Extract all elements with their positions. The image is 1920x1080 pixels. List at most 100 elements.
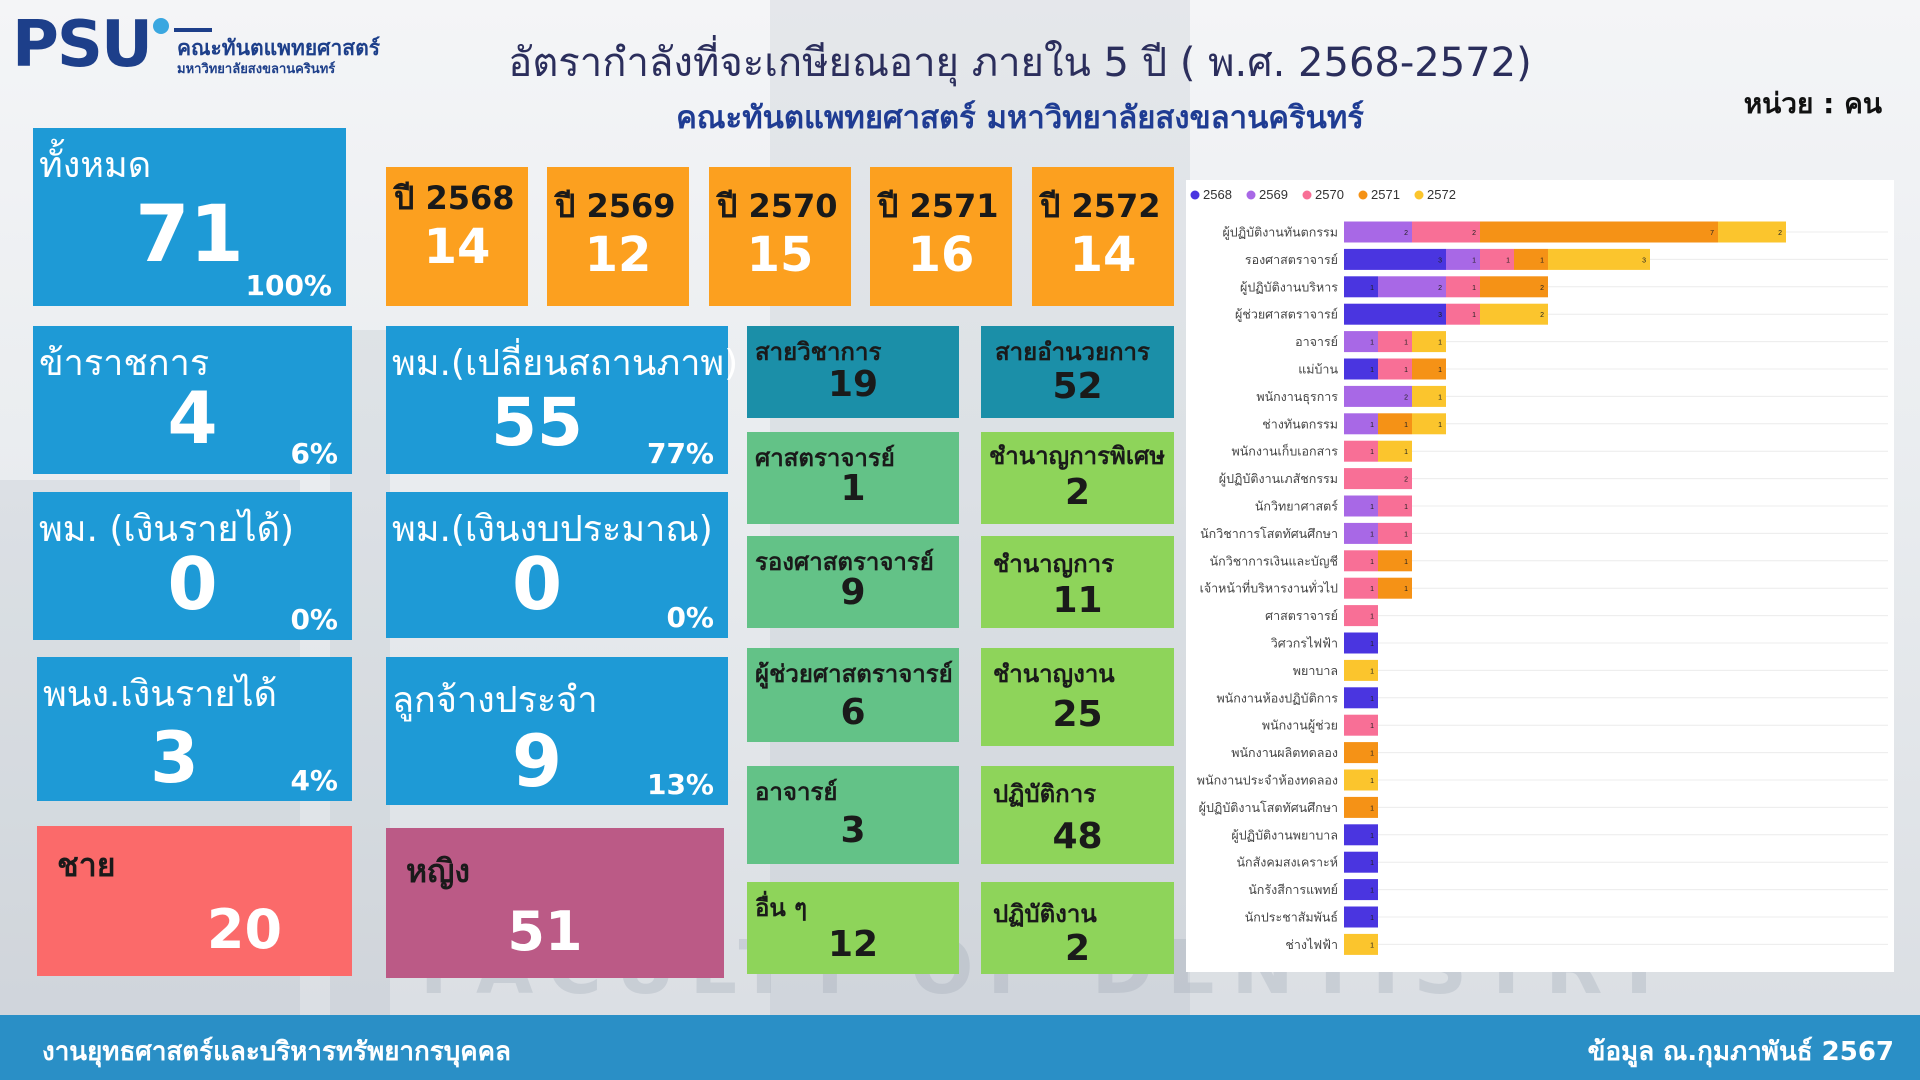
bar-segment-2568 (1344, 851, 1378, 873)
operational-label: ปฏิบัติงาน (993, 900, 1097, 928)
category-label: ช่างทันตกรรม (1262, 416, 1338, 431)
category-label: นักรังสีการแพทย์ (1248, 882, 1338, 897)
lecturer-value: 3 (840, 810, 866, 851)
senior-professional-label: ชำนาญการพิเศษ (989, 442, 1166, 470)
perm-employee-value: 9 (511, 719, 563, 803)
footer-department: งานยุทธศาสตร์และบริหารทรัพยากรบุคคล (42, 1037, 511, 1067)
year-2569-label: ปี 2569 (555, 187, 676, 225)
year-2571-card: ปี 2571 16 (870, 167, 1012, 306)
bar-segment-2570 (1344, 468, 1412, 490)
female-value: 51 (507, 900, 583, 963)
data-label: 7 (1710, 230, 1714, 237)
support-line-label: สายอำนวยการ (995, 338, 1150, 366)
category-label: นักวิทยาศาสตร์ (1255, 499, 1338, 514)
bar-segment-2568 (1344, 879, 1378, 901)
data-label: 2 (1404, 394, 1408, 401)
data-label: 1 (1438, 340, 1442, 347)
univ-budget-value: 0 (511, 542, 563, 626)
academic-line-label: สายวิชาการ (755, 338, 882, 366)
professor-label: ศาสตราจารย์ (755, 444, 895, 472)
year-2569-card: ปี 2569 12 (547, 167, 689, 306)
data-label: 1 (1438, 422, 1442, 429)
bar-segment-2571 (1344, 796, 1378, 818)
income-staff-value: 3 (150, 717, 199, 799)
year-2571-value: 16 (907, 227, 975, 283)
footer: งานยุทธศาสตร์และบริหารทรัพยากรบุคคล ข้อม… (0, 1015, 1920, 1080)
data-label: 1 (1404, 340, 1408, 347)
category-label: ผู้ปฏิบัติงานเภสัชกรรม (1219, 471, 1338, 487)
category-label: พนักงานผู้ช่วย (1262, 718, 1338, 734)
bar-segment-2568 (1344, 358, 1378, 380)
year-2571-label: ปี 2571 (878, 187, 999, 225)
univ-income-label: พม. (เงินรายได้) (39, 509, 295, 550)
operational-value: 2 (1064, 928, 1091, 969)
civil-servant-label: ข้าราชการ (39, 343, 210, 384)
category-label: ผู้ช่วยศาสตราจารย์ (1235, 307, 1338, 323)
data-label: 1 (1404, 586, 1408, 593)
year-2570-value: 15 (746, 227, 814, 283)
data-label: 1 (1438, 367, 1442, 374)
legend-label-2571: 2571 (1371, 187, 1400, 202)
category-label: พนักงานห้องปฏิบัติการ (1216, 690, 1338, 705)
practitioner-card: ปฏิบัติการ 48 (981, 766, 1174, 864)
civil-servant-value: 4 (167, 376, 218, 460)
logo-mark: PSU (12, 8, 153, 82)
legend-label-2569: 2569 (1259, 187, 1288, 202)
univ-income-value: 0 (167, 542, 218, 626)
bar-segment-2568 (1344, 687, 1378, 709)
data-label: 1 (1370, 888, 1374, 895)
year-2572-card: ปี 2572 14 (1032, 167, 1174, 306)
data-label: 1 (1370, 531, 1374, 538)
year-2568-label: ปี 2568 (394, 179, 515, 217)
bar-segment-2570 (1344, 714, 1378, 736)
total-label: ทั้งหมด (39, 145, 152, 186)
data-label: 1 (1370, 641, 1374, 648)
logo-dot (153, 18, 169, 34)
year-2572-label: ปี 2572 (1040, 187, 1161, 225)
bar-segment-2568 (1344, 824, 1378, 846)
bar-segment-2571 (1412, 358, 1446, 380)
asst-prof-card: ผู้ช่วยศาสตราจารย์ 6 (747, 648, 959, 742)
income-staff-pct: 4% (290, 764, 338, 797)
bar-segment-2571 (1378, 413, 1412, 435)
bar-segment-2569 (1344, 221, 1412, 243)
bar-segment-2572 (1412, 385, 1446, 407)
bar-segment-2570 (1480, 248, 1514, 270)
total-value: 71 (135, 190, 244, 280)
bar-segment-2571 (1480, 276, 1548, 298)
univ-changed-value: 55 (491, 384, 583, 461)
bar-segment-2572 (1718, 221, 1786, 243)
support-line-value: 52 (1052, 366, 1103, 407)
operational-card: ปฏิบัติงาน 2 (981, 882, 1174, 974)
logo-university-name: มหาวิทยาลัยสงขลานครินทร์ (177, 62, 336, 77)
bar-segment-2569 (1344, 495, 1378, 517)
data-label: 1 (1370, 696, 1374, 703)
data-label: 1 (1404, 367, 1408, 374)
data-label: 1 (1370, 559, 1374, 566)
bar-segment-2570 (1344, 550, 1378, 572)
lecturer-card: อาจารย์ 3 (747, 766, 959, 864)
category-label: ผู้ปฏิบัติงานทันตกรรม (1222, 225, 1338, 241)
male-card: ชาย 20 (37, 826, 352, 976)
income-staff-label: พนง.เงินรายได้ (43, 674, 277, 715)
data-label: 1 (1472, 257, 1476, 264)
data-label: 1 (1370, 285, 1374, 292)
female-card: หญิง 51 (386, 828, 724, 978)
category-label: พนักงานผลิตทดลอง (1231, 745, 1338, 760)
professional-label: ชำนาญการ (993, 550, 1114, 578)
perm-employee-label: ลูกจ้างประจำ (392, 680, 598, 721)
category-label: เจ้าหน้าที่บริหารงานทั่วไป (1200, 580, 1338, 596)
category-label: นักวิชาการเงินและบัญชี (1210, 553, 1338, 568)
senior-professional-card: ชำนาญการพิเศษ 2 (981, 432, 1174, 524)
category-label: นักสังคมสงเคราะห์ (1236, 855, 1338, 870)
legend-label-2570: 2570 (1315, 187, 1344, 202)
total-pct: 100% (245, 269, 332, 302)
category-label: วิศวกรไฟฟ้า (1271, 636, 1338, 651)
lecturer-label: อาจารย์ (755, 778, 838, 806)
data-label: 1 (1404, 504, 1408, 511)
data-label: 1 (1370, 449, 1374, 456)
bar-segment-2568 (1344, 303, 1446, 325)
bar-segment-2570 (1378, 331, 1412, 353)
unit-label: หน่วย : คน (1743, 87, 1882, 120)
bar-segment-2571 (1378, 550, 1412, 572)
